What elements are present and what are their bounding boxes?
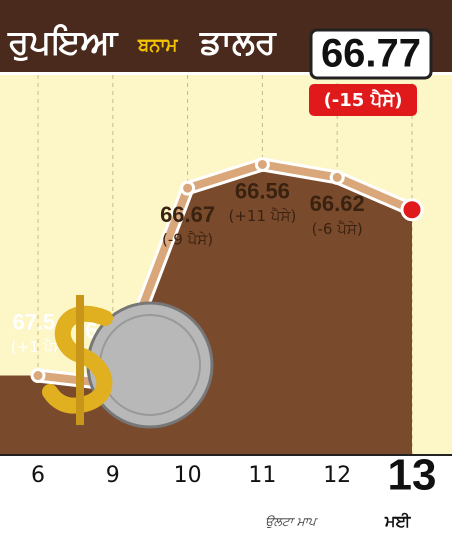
x-tick-label: 13 [388,451,437,500]
x-tick-label: 11 [248,463,276,488]
value-label: 66.67 [160,202,215,227]
current-change: (-15 ਪੈਸੇ) [324,89,403,111]
title-dollar: ਡਾਲਰ [199,23,278,63]
current-value: 66.77 [321,32,421,76]
title-rupee: ਰੁਪਇਆ [7,23,120,63]
point [400,198,424,222]
x-tick-label: 12 [323,463,351,488]
current-value-box [309,28,433,80]
point [329,169,345,185]
value-label: 66.62 [310,191,365,216]
current-change-box [309,84,417,116]
title-versus: ਬਨਾਮ [137,35,179,56]
x-axis-label: ਮਈ [384,512,412,531]
point [180,180,196,196]
dollar-icon [42,305,113,414]
value-label: 66.56 [235,178,290,203]
change-label: (-6 ਪੈਸੇ) [312,220,363,238]
scale-note: ਉਲਟਾ ਮਾਪ [265,515,318,529]
x-tick-label: 10 [174,463,202,488]
area [0,164,412,455]
change-label: (+1 ਪੈਸੇ) [11,338,69,356]
x-tick-label: 6 [31,463,45,488]
change-label: (+11 ਪੈਸੇ) [229,207,297,225]
change-label: (-9 ਪੈਸੇ) [162,231,213,249]
point [30,368,46,384]
point [254,156,270,172]
x-tick-label: 9 [106,463,120,488]
